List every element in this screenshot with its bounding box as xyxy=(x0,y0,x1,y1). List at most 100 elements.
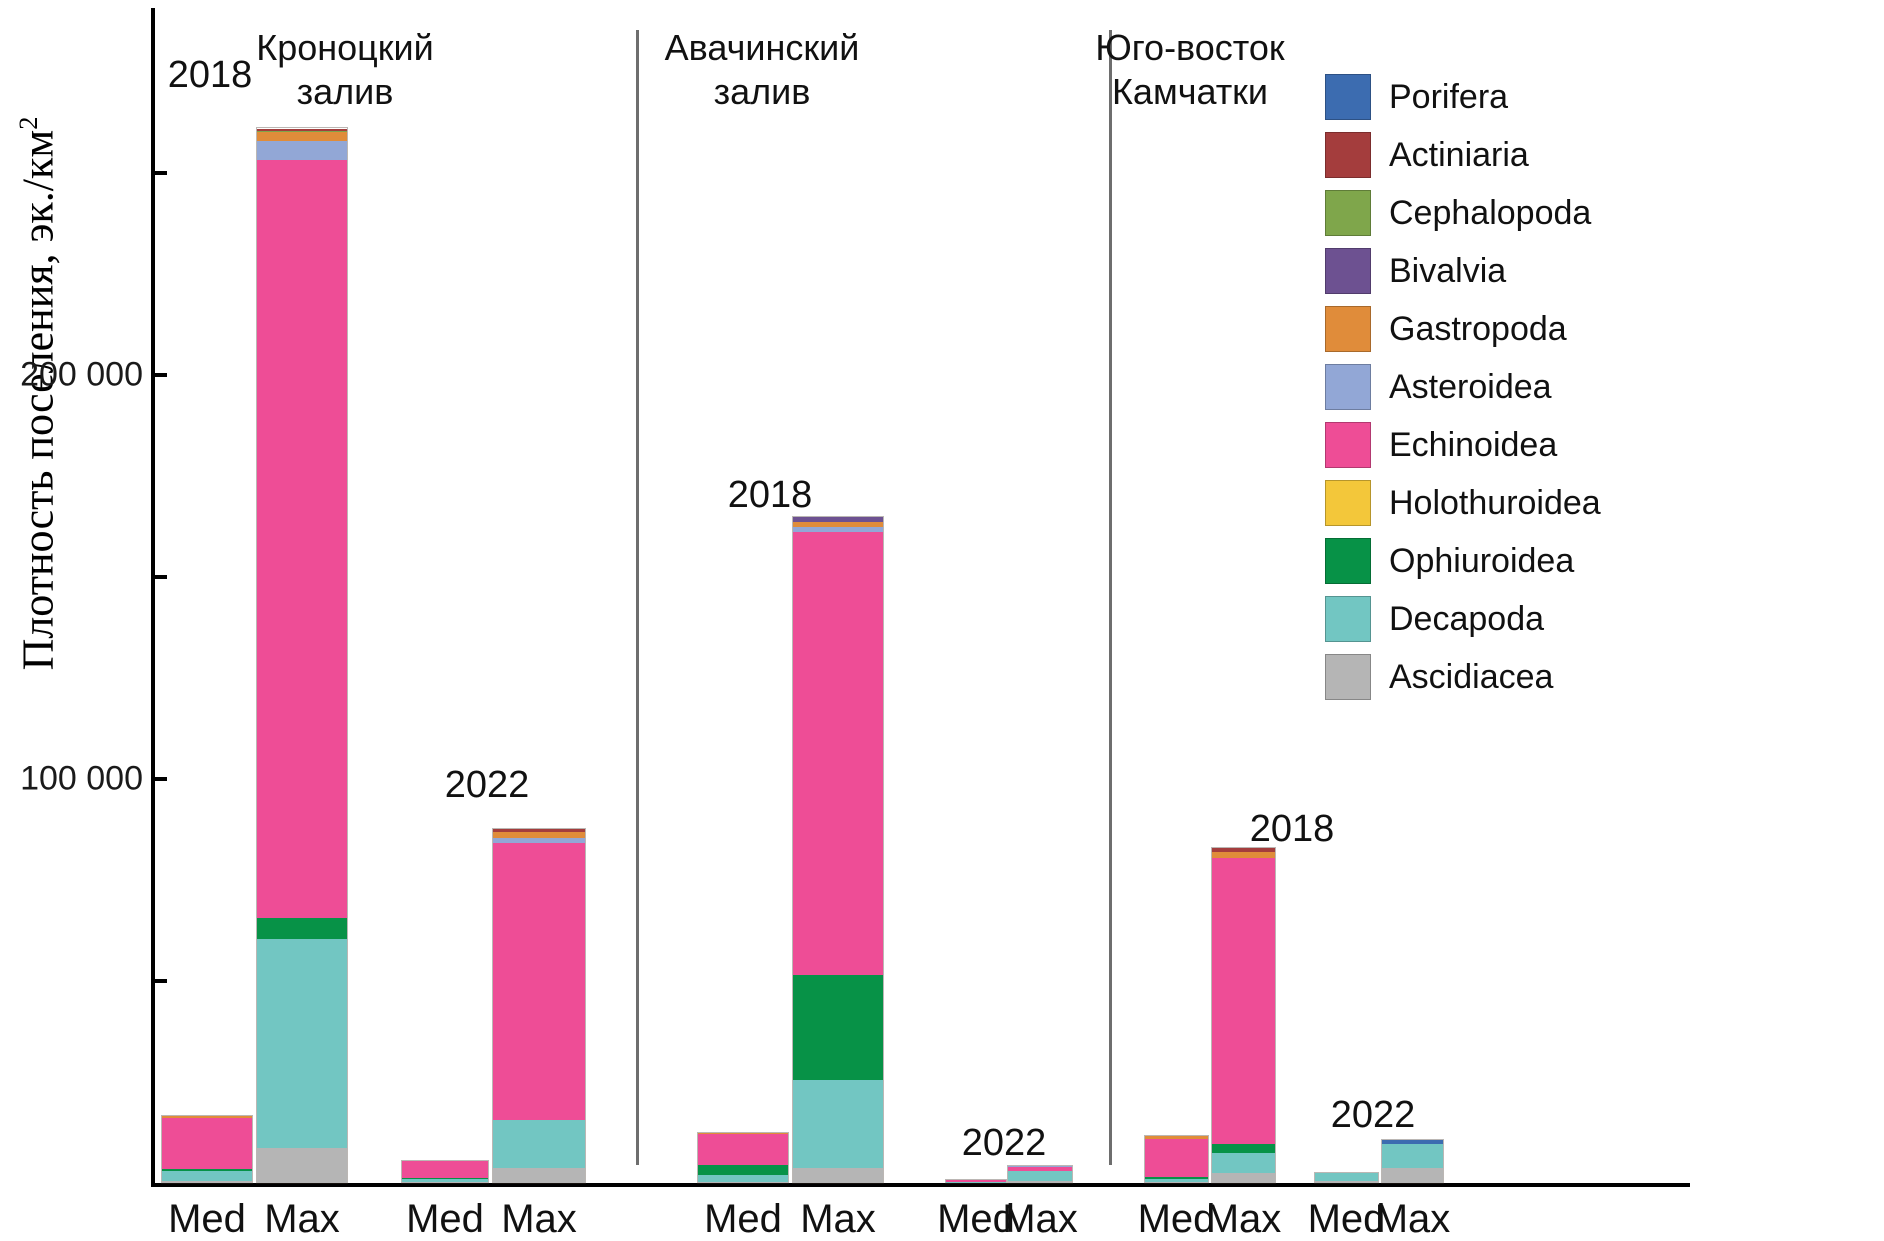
legend-label: Echinoidea xyxy=(1389,425,1558,464)
y-tick-label: 100 000 xyxy=(20,759,143,798)
bar-segment-Echinoidea xyxy=(1145,1138,1208,1177)
bar-segment-Ascidiacea xyxy=(402,1181,488,1183)
y-axis-title-sup: 2 xyxy=(12,116,43,130)
bar-segment-Ophiuroidea xyxy=(698,1164,788,1175)
bar-Авачинский-2018-Max xyxy=(792,516,884,1184)
bar-segment-Decapoda xyxy=(946,1181,1006,1183)
bar-Кроноцкий-2022-Med xyxy=(401,1160,489,1184)
bar-segment-Echinoidea xyxy=(1008,1167,1072,1171)
year-label: 2022 xyxy=(1330,1094,1416,1136)
legend-item-Gastropoda: Gastropoda xyxy=(1325,306,1567,352)
y-tick-mark xyxy=(151,170,167,175)
year-label: 2018 xyxy=(727,474,813,516)
x-category-label: Max xyxy=(264,1197,340,1241)
panel-title-line: залив xyxy=(296,70,394,112)
bar-segment-Gastropoda xyxy=(793,522,883,527)
legend-swatch-Porifera xyxy=(1325,74,1371,120)
x-category-label: Med xyxy=(168,1197,246,1241)
bar-segment-Decapoda xyxy=(1145,1178,1208,1182)
y-axis-title-text: Плотность поселения, эк./км xyxy=(13,129,63,671)
y-tick-mark xyxy=(151,776,167,781)
x-category-label: Med xyxy=(406,1197,484,1241)
bar-Авачинский-2022-Med xyxy=(945,1179,1007,1184)
bar-segment-Gastropoda xyxy=(257,131,347,142)
legend-label: Porifera xyxy=(1389,77,1509,116)
legend-label: Holothuroidea xyxy=(1389,483,1601,522)
bar-segment-Bivalvia xyxy=(793,517,883,523)
bar-segment-Decapoda xyxy=(493,1119,585,1169)
bar-segment-Asteroidea xyxy=(493,837,585,843)
bar-segment-Echinoidea xyxy=(162,1117,252,1169)
bar-Авачинский-2022-Max xyxy=(1007,1165,1073,1184)
legend-item-Porifera: Porifera xyxy=(1325,74,1508,120)
bar-segment-Decapoda xyxy=(162,1170,252,1181)
bar-segment-Decapoda xyxy=(402,1178,488,1182)
legend-item-Ascidiacea: Ascidiacea xyxy=(1325,654,1553,700)
bar-Авачинский-2018-Med xyxy=(697,1131,789,1184)
x-category-label: Max xyxy=(501,1197,577,1241)
panel-separator xyxy=(636,30,639,1165)
bar-segment-Echinoidea xyxy=(257,160,347,918)
bar-segment-Cephalopoda xyxy=(257,130,347,132)
panel-title-line: Кроноцкий xyxy=(256,27,434,68)
legend-label: Ophiuroidea xyxy=(1389,541,1575,580)
y-tick-mark xyxy=(151,372,167,377)
bar-segment-Asteroidea xyxy=(1008,1166,1072,1168)
x-category-label: Med xyxy=(1137,1197,1216,1241)
legend-label: Ascidiacea xyxy=(1389,657,1554,696)
year-label: 2022 xyxy=(961,1122,1047,1164)
x-category-label: Max xyxy=(1002,1197,1078,1241)
legend-item-Asteroidea: Asteroidea xyxy=(1325,364,1552,410)
x-category-label: Med xyxy=(704,1197,782,1241)
year-label: 2018 xyxy=(1249,808,1335,850)
bar-Кроноцкий-2022-Max xyxy=(492,828,586,1184)
bar-segment-Gastropoda xyxy=(698,1132,788,1135)
legend-label: Actiniaria xyxy=(1389,135,1529,174)
bar-segment-Echinoidea xyxy=(402,1161,488,1179)
bar-segment-Actiniaria xyxy=(257,128,347,131)
bar-segment-Ascidiacea xyxy=(1145,1181,1208,1183)
panel-separator xyxy=(1109,30,1112,1165)
bar-segment-Decapoda xyxy=(1382,1143,1443,1169)
bar-Юго-восток-2022-Max xyxy=(1381,1139,1444,1184)
bar-segment-Ascidiacea xyxy=(793,1168,883,1183)
legend-label: Bivalvia xyxy=(1389,251,1507,290)
bar-segment-Decapoda xyxy=(1212,1152,1275,1173)
bar-segment-Echinoidea xyxy=(946,1180,1006,1182)
bar-segment-Ascidiacea xyxy=(493,1168,585,1183)
legend-label: Gastropoda xyxy=(1389,309,1567,348)
legend-item-Holothuroidea: Holothuroidea xyxy=(1325,480,1601,526)
bar-segment-Ascidiacea xyxy=(1315,1181,1378,1183)
bar-segment-Decapoda xyxy=(698,1174,788,1182)
legend-item-Echinoidea: Echinoidea xyxy=(1325,422,1557,468)
panel-title-line: залив xyxy=(713,70,811,112)
bar-Кроноцкий-2018-Max xyxy=(256,127,348,1184)
bar-segment-Ophiuroidea xyxy=(162,1168,252,1171)
legend-label: Asteroidea xyxy=(1389,367,1552,406)
legend-swatch-Gastropoda xyxy=(1325,306,1371,352)
bar-segment-Gastropoda xyxy=(1145,1136,1208,1139)
panel-title: Авачинский залив xyxy=(665,26,860,114)
bar-segment-Echinoidea xyxy=(1212,858,1275,1144)
panel-title: Кроноцкий залив xyxy=(256,26,434,114)
legend-swatch-Cephalopoda xyxy=(1325,190,1371,236)
bar-segment-Gastropoda xyxy=(493,831,585,838)
panel-title-line: Камчатки xyxy=(1111,70,1269,112)
bar-segment-Actiniaria xyxy=(493,829,585,832)
bar-segment-Ascidiacea xyxy=(162,1180,252,1183)
legend-label: Decapoda xyxy=(1389,599,1545,638)
bar-Кроноцкий-2018-Med xyxy=(161,1114,253,1184)
bar-segment-Ophiuroidea xyxy=(257,917,347,939)
bar-segment-Ascidiacea xyxy=(1008,1180,1072,1183)
legend-swatch-Actiniaria xyxy=(1325,132,1371,178)
bar-segment-Gastropoda xyxy=(162,1115,252,1118)
bar-Юго-восток-2018-Max xyxy=(1211,847,1276,1184)
y-axis-line xyxy=(151,8,155,1187)
bar-segment-Asteroidea xyxy=(257,141,347,161)
x-category-label: Max xyxy=(1374,1197,1451,1241)
legend-swatch-Asteroidea xyxy=(1325,364,1371,410)
year-label: 2018 xyxy=(167,54,253,96)
bar-segment-Decapoda xyxy=(1008,1170,1072,1181)
bar-segment-Ascidiacea xyxy=(1212,1172,1275,1183)
panel-title-line: Юго-восток xyxy=(1095,27,1285,68)
